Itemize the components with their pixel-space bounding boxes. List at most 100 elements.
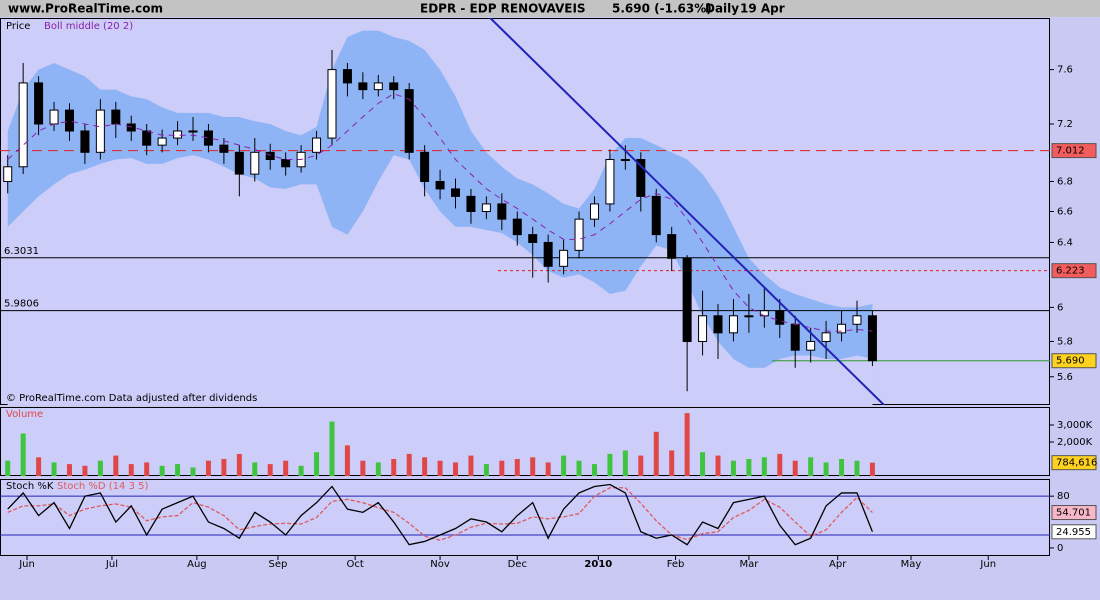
date: 19 Apr — [740, 2, 785, 16]
x-tick-label: Aug — [187, 559, 207, 570]
candle-body — [435, 180, 445, 190]
candle-body — [867, 315, 877, 362]
candle-body — [389, 82, 399, 91]
volume-bar — [607, 453, 613, 476]
candle-body — [18, 82, 28, 168]
candle-body — [466, 195, 476, 212]
stoch-last-box — [1051, 505, 1097, 521]
y-tick-label: 7.2 — [1057, 119, 1073, 130]
candle-body — [64, 109, 74, 132]
volume-bar — [221, 459, 227, 476]
volume-bar — [839, 459, 845, 476]
candle-body — [219, 144, 229, 153]
candle-body — [620, 159, 630, 162]
bollinger-lower-area — [7, 155, 873, 405]
candle-body — [636, 159, 646, 197]
volume-bar — [144, 462, 150, 476]
x-tick-label: Apr — [829, 559, 847, 570]
volume-bar — [700, 452, 706, 476]
volume-bar — [715, 455, 721, 476]
candle-body — [528, 234, 538, 243]
bollinger-label: Boll middle (20 2) — [44, 21, 133, 32]
candle-body — [682, 257, 692, 342]
volume-bar — [283, 460, 289, 476]
level-label: 7.012 — [1056, 146, 1085, 157]
x-tick-label: Oct — [346, 559, 363, 570]
volume-bar — [561, 455, 567, 476]
volume-bar — [545, 462, 551, 476]
candle-body — [806, 340, 816, 351]
volume-bar — [730, 460, 736, 476]
candle-body — [126, 123, 136, 132]
x-tick-label: Jul — [105, 559, 118, 570]
x-tick-label: Jun — [979, 559, 996, 570]
volume-bar — [576, 460, 582, 476]
volume-bar — [175, 464, 181, 476]
stoch-line — [7, 483, 874, 546]
candle-body — [404, 89, 414, 153]
y-tick-label: 7.6 — [1057, 65, 1073, 76]
price-label: Price — [6, 21, 30, 32]
volume-bar — [869, 462, 875, 476]
candle-body — [512, 218, 522, 236]
volume-bar — [391, 459, 397, 476]
x-tick-label: Mar — [739, 559, 759, 570]
volume-bar — [591, 464, 597, 476]
volume-bar — [5, 460, 11, 476]
volume-bar — [159, 465, 165, 476]
x-tick-label: May — [901, 559, 922, 570]
candle-body — [759, 310, 769, 317]
candle-body — [142, 130, 152, 146]
candle-body — [651, 195, 661, 236]
volume-bar — [746, 459, 752, 476]
volume-last: 784,616 — [1056, 458, 1097, 469]
volume-last-box — [1051, 455, 1097, 471]
volume-bar — [298, 465, 304, 476]
volume-bar — [792, 460, 798, 476]
y-tick-label: 5.6 — [1057, 372, 1073, 383]
volume-bar — [329, 421, 335, 476]
y-tick-label: 6.4 — [1057, 237, 1073, 248]
candle-body — [821, 332, 831, 342]
candle-body — [559, 249, 569, 267]
volume-bar — [20, 433, 26, 476]
candle-body — [574, 218, 584, 251]
volume-bar — [808, 457, 814, 476]
volume-bar — [267, 464, 273, 476]
stoch-last-box — [1051, 524, 1097, 540]
candle-body — [173, 130, 183, 139]
header-bar — [0, 0, 1100, 17]
volume-bar — [190, 467, 196, 476]
volume-bar — [499, 460, 505, 476]
volume-bar — [468, 455, 474, 476]
volume-bar — [854, 460, 860, 476]
volume-bar — [113, 455, 119, 476]
volume-bar — [761, 457, 767, 476]
volume-bar — [314, 452, 320, 476]
y-tick-label: 3,000K — [1057, 420, 1093, 431]
volume-bar — [36, 457, 42, 476]
candle-body — [451, 188, 461, 197]
stoch-line — [7, 487, 873, 541]
title: EDPR - EDP RENOVAVEIS — [420, 2, 586, 16]
candle-body — [790, 323, 800, 351]
volume-bar — [453, 462, 459, 476]
candle-body — [837, 323, 847, 334]
volume-bar — [437, 460, 443, 476]
volume-bar — [205, 460, 211, 476]
candle-body — [358, 82, 368, 91]
x-tick-label: Feb — [667, 559, 685, 570]
stoch-panel — [0, 479, 1050, 556]
stoch-last: 54.701 — [1056, 508, 1091, 519]
candle-body — [728, 315, 738, 334]
volume-bar — [51, 462, 57, 476]
candle-body — [188, 130, 198, 133]
volume-bar — [684, 413, 690, 476]
trendline — [489, 18, 885, 405]
volume-bar — [669, 450, 675, 476]
volume-bar — [128, 464, 134, 476]
stoch-d-label: Stoch %D (14 3 5) — [57, 481, 148, 492]
y-tick-label: 2,000K — [1057, 437, 1093, 448]
site: www.ProRealTime.com — [8, 2, 163, 16]
